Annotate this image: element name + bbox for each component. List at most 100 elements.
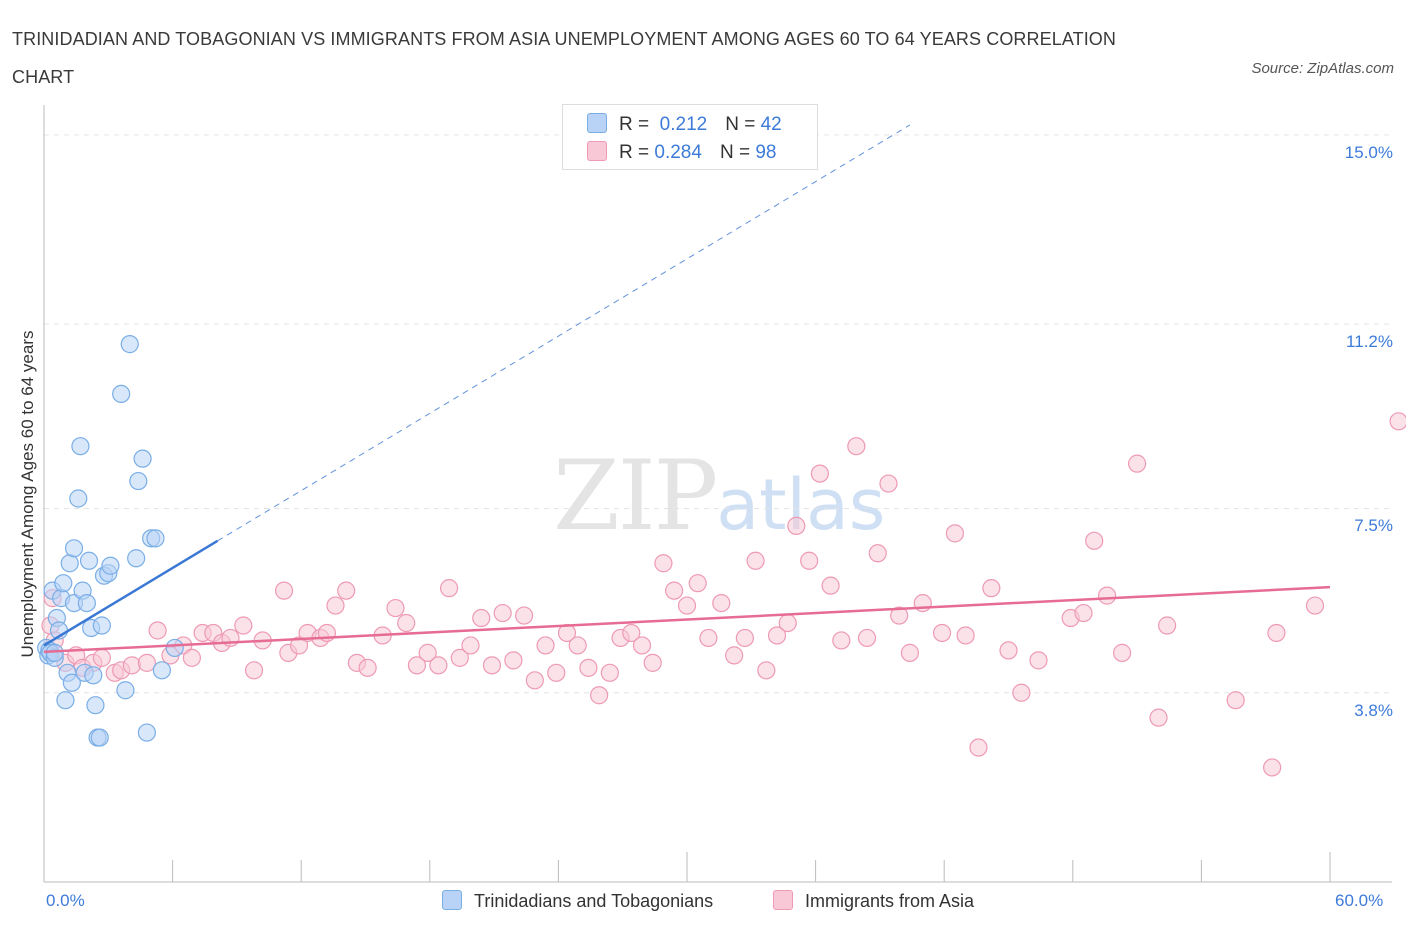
data-point-immigrants [857, 628, 877, 648]
y-axis-label: Unemployment Among Ages 60 to 64 years [18, 330, 37, 658]
legend-swatch-blue [442, 890, 462, 910]
trend-line-trinidadians [43, 539, 219, 647]
chart-title: TRINIDADIAN AND TOBAGONIAN VS IMMIGRANTS… [12, 29, 1117, 87]
data-point-immigrants [800, 551, 819, 570]
data-point-trinidadians [127, 549, 146, 568]
data-point-trinidadians [86, 696, 105, 715]
data-point-immigrants [688, 574, 707, 593]
data-point-trinidadians [60, 554, 79, 573]
data-point-trinidadians [77, 593, 96, 613]
data-point-immigrants [600, 663, 619, 682]
data-point-immigrants [757, 661, 776, 680]
data-point-immigrants [1158, 616, 1177, 635]
trend-line-immigrants [43, 585, 1331, 654]
data-point-immigrants [945, 524, 965, 543]
data-point-trinidadians [112, 384, 131, 404]
r-label: R = [619, 114, 650, 135]
data-point-immigrants [148, 621, 167, 640]
data-point-immigrants [182, 648, 201, 667]
data-point-trinidadians [62, 673, 81, 692]
data-point-immigrants [1149, 708, 1168, 727]
legend-swatch-pink [773, 890, 793, 910]
legend-swatch-blue [587, 113, 607, 133]
data-point-immigrants [386, 598, 405, 618]
data-point-immigrants [326, 596, 345, 615]
data-point-immigrants [1012, 683, 1031, 702]
data-point-immigrants [1389, 412, 1406, 431]
series-legend: Trinidadians and Tobagonians Immigrants … [0, 890, 1406, 914]
data-point-immigrants [778, 613, 797, 633]
data-point-immigrants [632, 636, 652, 655]
legend-label: Trinidadians and Tobagonians [474, 891, 714, 911]
data-point-immigrants [622, 623, 641, 643]
data-point-immigrants [547, 663, 566, 682]
axes [43, 105, 1392, 883]
n-value: 42 [760, 114, 782, 135]
data-point-immigrants [504, 651, 523, 670]
data-point-immigrants [1127, 454, 1147, 473]
data-point-immigrants [429, 656, 448, 675]
data-point-immigrants [579, 658, 598, 677]
data-point-immigrants [358, 658, 377, 677]
legend-item-immigrants[interactable]: Immigrants from Asia [773, 890, 974, 912]
data-point-immigrants [493, 603, 512, 623]
data-point-immigrants [1305, 596, 1325, 615]
data-point-immigrants [590, 686, 609, 705]
data-point-trinidadians [120, 335, 139, 354]
data-point-trinidadians [137, 723, 156, 742]
data-point-immigrants [712, 593, 731, 613]
data-point-trinidadians [116, 681, 135, 700]
data-point-immigrants [982, 579, 1001, 598]
data-point-immigrants [461, 636, 480, 655]
r-value: 0.212 [659, 114, 708, 135]
data-point-immigrants [1074, 603, 1093, 623]
y-tick-label: 3.8% [1354, 700, 1393, 720]
data-point-immigrants [450, 648, 469, 667]
data-point-immigrants [1097, 586, 1117, 605]
data-point-trinidadians [64, 539, 84, 558]
data-point-immigrants [810, 464, 829, 483]
r-value: 0.284 [654, 142, 702, 163]
data-point-immigrants [868, 544, 887, 563]
data-point-immigrants [890, 606, 909, 625]
data-point-immigrants [525, 671, 544, 690]
data-point-immigrants [1029, 651, 1048, 670]
data-point-trinidadians [90, 728, 109, 747]
data-point-immigrants [725, 646, 744, 665]
data-point-immigrants [482, 656, 502, 675]
legend-row-immigrants: R = 0.284 N = 98 [587, 141, 776, 165]
data-point-immigrants [900, 643, 920, 662]
data-point-immigrants [337, 581, 356, 600]
data-point-immigrants [515, 606, 534, 625]
data-point-immigrants [397, 613, 416, 633]
data-point-immigrants [1226, 691, 1245, 710]
legend-label: Immigrants from Asia [805, 891, 975, 911]
data-point-trinidadians [165, 638, 184, 658]
x-tick-max: 60.0% [1335, 891, 1384, 910]
legend-item-trinidadians[interactable]: Trinidadians and Tobagonians [442, 890, 713, 912]
legend-row-trinidadians: R = 0.212 N = 42 [587, 113, 782, 137]
data-point-immigrants [879, 474, 898, 493]
trend-line-trinidadians-extension [217, 124, 911, 542]
data-point-immigrants [665, 581, 684, 600]
data-point-immigrants [418, 643, 437, 662]
gridlines [44, 134, 1392, 694]
x-tick-min: 0.0% [46, 891, 85, 910]
r-label: R = [619, 142, 650, 163]
data-point-immigrants [956, 626, 975, 645]
data-point-immigrants [699, 628, 718, 648]
y-tick-label: 7.5% [1354, 516, 1393, 536]
data-point-immigrants [1085, 531, 1104, 550]
chart-source: Source: ZipAtlas.com [1251, 60, 1394, 77]
data-point-trinidadians [129, 471, 148, 491]
data-point-immigrants [735, 628, 754, 648]
data-point-immigrants [407, 656, 427, 675]
data-point-immigrants [1112, 643, 1132, 662]
data-point-immigrants [654, 554, 673, 573]
data-point-immigrants [244, 661, 264, 680]
data-point-immigrants [832, 631, 851, 650]
data-point-trinidadians [101, 556, 120, 575]
data-point-trinidadians [71, 437, 90, 456]
data-point-immigrants [969, 738, 988, 757]
y-tick-label: 11.2% [1346, 332, 1393, 352]
